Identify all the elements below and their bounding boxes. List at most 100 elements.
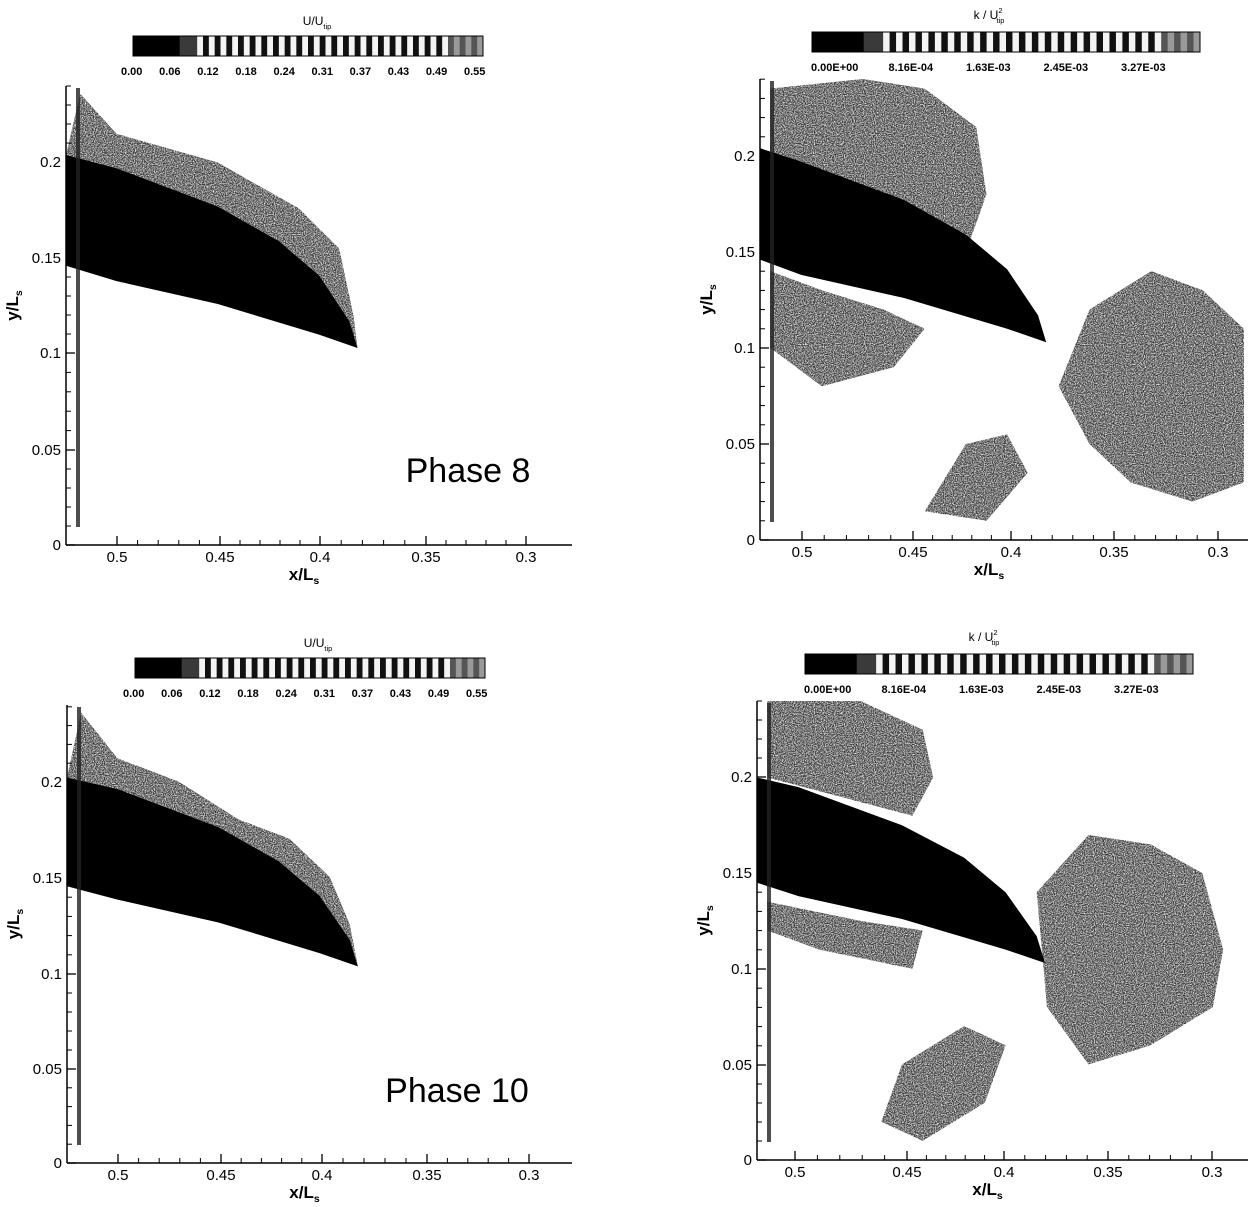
colorbar-swatch	[1051, 32, 1059, 52]
turbulence-core	[1036, 834, 1224, 1065]
y-tick-label: 0.05	[726, 436, 755, 453]
colorbar-swatch	[362, 658, 369, 678]
colorbar-tick-label: 1.63E-03	[959, 684, 1004, 696]
colorbar-swatch	[459, 36, 466, 56]
colorbar-tick-label: 3.27E-03	[1114, 684, 1159, 696]
colorbar-swatch	[1193, 32, 1201, 52]
colorbar-swatch	[850, 654, 858, 674]
axes: 0.5 0.45 0.4 0.35 0.3 0 0.05 0.1 0.15 0.2 x/Ls y/Ls	[4, 705, 572, 1205]
colorbar-swatch	[1174, 32, 1181, 52]
colorbar-tick-label: 0.31	[314, 688, 335, 700]
x-tick-label: 0.45	[898, 544, 927, 561]
colorbar-swatch	[837, 32, 845, 52]
colorbar-frame	[132, 35, 484, 57]
colorbar-swatch	[973, 654, 980, 674]
colorbar-swatch	[337, 36, 344, 56]
panel-3: U/Utip 0.00 0.06 0.12 0.18 0.24 0.31 0.37 0.43 0.…	[4, 636, 572, 1205]
colorbar-swatch	[395, 36, 402, 56]
colorbar-swatch	[222, 658, 229, 678]
colorbar-swatch	[453, 36, 461, 56]
colorbar-swatch	[1187, 32, 1194, 52]
colorbar-tick-label: 8.16E-04	[882, 684, 928, 696]
colorbar-swatch	[263, 658, 270, 678]
colorbar-swatch	[430, 36, 437, 56]
colorbar-tick-label: 0.43	[390, 688, 411, 700]
colorbar-swatch	[164, 658, 171, 678]
colorbar-swatch	[162, 36, 169, 56]
colorbar-swatch	[383, 36, 391, 56]
colorbar-swatch	[1083, 654, 1090, 674]
colorbar-swatch	[863, 32, 871, 52]
turbulence-core	[770, 271, 925, 387]
colorbar-swatch	[1180, 654, 1187, 674]
y-tick-label: 0.1	[731, 961, 752, 978]
colorbar-swatch	[234, 658, 241, 678]
colorbar-swatch	[356, 658, 363, 678]
turbulence-core	[66, 93, 358, 348]
colorbar-swatch	[960, 32, 968, 52]
colorbar-swatch	[368, 658, 375, 678]
colorbar-swatch	[915, 32, 923, 52]
axes: 0.5 0.45 0.4 0.35 0.3 0 0.05 0.1 0.15 0.2 x/Ls y/Ls	[694, 700, 1248, 1202]
y-tick-label: 0.2	[731, 769, 752, 786]
axes: 0.5 0.45 0.4 0.35 0.3 0 0.05 0.1 0.15 0.2 x/Ls y/Ls	[3, 85, 572, 587]
y-tick-label: 0.1	[41, 966, 62, 983]
x-tick-label: 0.35	[411, 549, 440, 566]
colorbar-swatch	[350, 658, 358, 678]
colorbar-swatch	[461, 658, 468, 678]
colorbar-swatch	[302, 36, 309, 56]
colorbar-tick-label: 0.12	[199, 688, 220, 700]
colorbar-swatch	[921, 32, 929, 52]
colorbar-swatch	[321, 658, 328, 678]
colorbar-swatch	[150, 36, 157, 56]
colorbar-swatch	[1103, 32, 1110, 52]
y-tick-label: 0.15	[33, 870, 62, 887]
colorbar-tick-label: 0.49	[428, 688, 449, 700]
colorbar-title: U/Utip	[303, 14, 332, 31]
colorbar-swatch	[831, 32, 839, 52]
colorbar-swatch	[1154, 32, 1162, 52]
colorbar-swatch	[863, 654, 871, 674]
phase-label: Phase 8	[406, 452, 531, 490]
wall-strip	[76, 88, 80, 527]
colorbar-swatch	[228, 658, 235, 678]
colorbar-swatch	[1077, 32, 1084, 52]
colorbar-swatch	[424, 36, 431, 56]
colorbar-swatch	[870, 32, 878, 52]
colorbar-swatch	[327, 658, 334, 678]
colorbar-swatch	[216, 658, 223, 678]
colorbar-swatch	[857, 32, 865, 52]
blade-shadow	[66, 154, 358, 348]
colorbar-swatch	[315, 658, 323, 678]
colorbar-swatch	[934, 32, 942, 52]
colorbar-swatch	[876, 32, 884, 52]
colorbar: U/Utip 0.00 0.06 0.12 0.18 0.24 0.31 0.37 0.43 0.…	[121, 14, 485, 78]
colorbar-swatch	[214, 36, 221, 56]
colorbar-swatch	[249, 36, 256, 56]
turbulence-core	[881, 1026, 1006, 1141]
x-tick-label: 0.35	[412, 1167, 441, 1184]
colorbar-swatch	[156, 36, 163, 56]
colorbar-swatch	[1167, 654, 1174, 674]
y-tick-label: 0.15	[32, 250, 61, 267]
y-axis-title: y/Ls	[3, 290, 25, 321]
colorbar-swatch	[210, 658, 218, 678]
colorbar-swatch	[191, 36, 198, 56]
colorbar-swatch	[966, 654, 974, 674]
colorbar-swatch	[817, 654, 825, 674]
colorbar-tick-label: 0.31	[312, 66, 333, 78]
colorbar-swatch	[902, 654, 909, 674]
colorbar-swatch	[1147, 654, 1155, 674]
x-axis-title: x/Ls	[289, 565, 320, 587]
colorbar-swatch	[947, 32, 955, 52]
x-tick-label: 0.45	[205, 549, 234, 566]
panel-2: k / U2 tip 0.00E+00 8.16E-04 1.63E-03 2.45E-0…	[697, 6, 1248, 582]
x-tick-label: 0.3	[519, 1167, 540, 1184]
colorbar-swatch	[928, 32, 936, 52]
colorbar-swatch	[197, 36, 204, 56]
colorbar-swatch	[1180, 32, 1188, 52]
colorbar: k / U2 tip 0.00E+00 8.16E-04 1.63E-03 2.45E-0…	[811, 6, 1201, 74]
colorbar-swatch	[1070, 32, 1078, 52]
